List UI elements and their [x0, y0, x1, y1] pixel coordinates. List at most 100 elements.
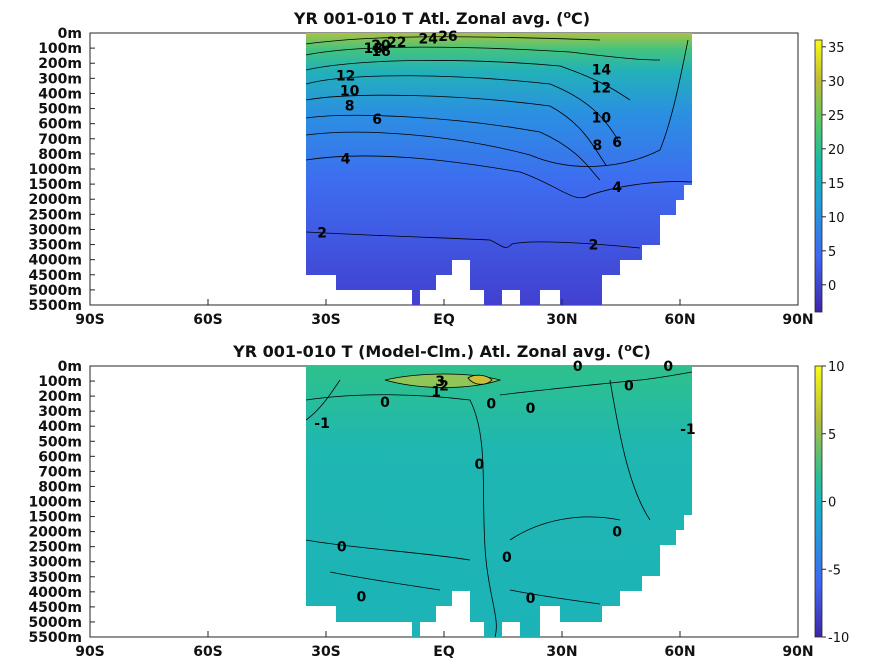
contour-label: 3 [435, 374, 445, 390]
contour-label: -1 [314, 416, 330, 432]
y-tick-label: 1000m [28, 495, 82, 511]
y-tick-label: 100m [38, 41, 82, 57]
y-tick-label: 400m [38, 86, 82, 102]
y-tick-label: 3000m [28, 222, 82, 238]
contour-line [305, 155, 693, 199]
x-tick-label: 60S [193, 312, 223, 328]
panel1-title: YR 001-010 T Atl. Zonal avg. (oC) [293, 8, 590, 28]
contour-label: 0 [624, 379, 634, 395]
x-tick-label: 60N [664, 312, 695, 328]
x-tick-label: 90S [75, 312, 105, 328]
y-tick-label: 2500m [28, 540, 82, 556]
colorbar-tick-label: -5 [828, 563, 841, 578]
contour-line [305, 75, 619, 141]
y-tick-label: 300m [38, 404, 82, 420]
y-tick-label: 2000m [28, 525, 82, 541]
y-tick-label: 5000m [28, 283, 82, 299]
contour-line [305, 39, 689, 167]
colorbar-tick-label: 0 [828, 279, 836, 294]
x-tick-label: 30S [311, 312, 341, 328]
x-tick-label: 90N [782, 644, 813, 660]
contour-label: 1 [431, 385, 441, 401]
panel2-x-ticks: 90S 60S 30S EQ 30N 60N 90N [75, 631, 814, 660]
colorbar-tick-label: 5 [828, 245, 836, 260]
y-tick-label: 1500m [28, 510, 82, 526]
y-tick-label: 500m [38, 102, 82, 118]
x-tick-label: 90N [782, 312, 813, 328]
contour-line [509, 589, 601, 605]
y-tick-label: 4000m [28, 253, 82, 269]
contour-label: 2 [317, 225, 327, 241]
y-tick-label: 400m [38, 419, 82, 435]
contour-label: 14 [592, 62, 612, 78]
contour-label: 24 [419, 31, 439, 47]
contour-line [305, 379, 341, 421]
contour-label: -1 [680, 422, 696, 438]
y-tick-label: 200m [38, 56, 82, 72]
contour-line [305, 36, 601, 45]
y-tick-label: 1500m [28, 177, 82, 193]
contour-label: 0 [357, 589, 367, 605]
x-tick-label: EQ [433, 312, 455, 328]
colorbar-tick-label: 5 [828, 428, 836, 443]
contour-label: 0 [526, 401, 536, 417]
contour-label: 26 [438, 29, 457, 45]
y-tick-label: 2500m [28, 207, 82, 223]
y-tick-label: 500m [38, 434, 82, 450]
colorbar-tick-label: 35 [828, 41, 845, 56]
contour-label: 0 [380, 395, 390, 411]
y-tick-label: 600m [38, 117, 82, 133]
contour-label: 18 [363, 41, 382, 57]
contour-line [499, 371, 693, 396]
x-tick-label: 30N [546, 312, 577, 328]
contour-line [329, 571, 441, 591]
contour-label: 0 [337, 540, 347, 556]
contour-label: 0 [502, 550, 512, 566]
y-tick-label: 5500m [28, 298, 82, 314]
contour-label: 12 [336, 68, 355, 84]
contour-label: 4 [341, 151, 351, 167]
panel2-title: YR 001-010 T (Model-Clm.) Atl. Zonal avg… [232, 341, 651, 361]
x-tick-label: 90S [75, 644, 105, 660]
contour-label: 8 [593, 138, 603, 154]
contour-label: 10 [592, 111, 612, 127]
colorbar-tick-label: -10 [828, 631, 849, 646]
x-tick-label: EQ [433, 644, 455, 660]
x-tick-label: 60N [664, 644, 695, 660]
colorbar-tick-label: 15 [828, 177, 845, 192]
colorbar-tick-label: 10 [828, 360, 845, 375]
contour-label: 0 [526, 591, 536, 607]
panel2-contour-labels: 321 0 0 0 0 0 0 -1 -1 0 0 0 0 0 0 [314, 359, 695, 607]
y-tick-label: 4500m [28, 268, 82, 284]
colorbar-tick-label: 10 [828, 211, 845, 226]
contour-label: 0 [612, 525, 622, 541]
colorbar-tick-label: 20 [828, 143, 845, 158]
colorbar-tick-label: 30 [828, 75, 845, 90]
contour-label: 6 [612, 135, 622, 151]
contour-label: 12 [592, 80, 611, 96]
x-tick-label: 30S [311, 644, 341, 660]
panel2-field [306, 366, 692, 637]
panel1-y-ticks: 0m100m200m300m400m500m600m700m800m1000m1… [28, 26, 95, 314]
contour-line [509, 516, 621, 541]
y-tick-label: 4000m [28, 585, 82, 601]
y-tick-label: 700m [38, 132, 82, 148]
contour-label: 0 [486, 397, 496, 413]
y-tick-label: 100m [38, 374, 82, 390]
contour-label: 22 [387, 35, 406, 51]
contour-line [305, 539, 471, 561]
panel2-colorbar-ticks: 10 5 0 -5 -10 [822, 360, 849, 646]
panel1-colorbar [814, 39, 823, 313]
y-tick-label: 200m [38, 389, 82, 405]
y-tick-label: 1000m [28, 162, 82, 178]
panel1-field [306, 33, 692, 305]
contour-label: 10 [340, 83, 360, 99]
y-tick-label: 5500m [28, 630, 82, 646]
contour-label: 0 [663, 359, 673, 375]
contour-line [305, 231, 641, 249]
contour-line [305, 60, 631, 101]
x-tick-label: 30N [546, 644, 577, 660]
y-tick-label: 0m [58, 359, 82, 375]
